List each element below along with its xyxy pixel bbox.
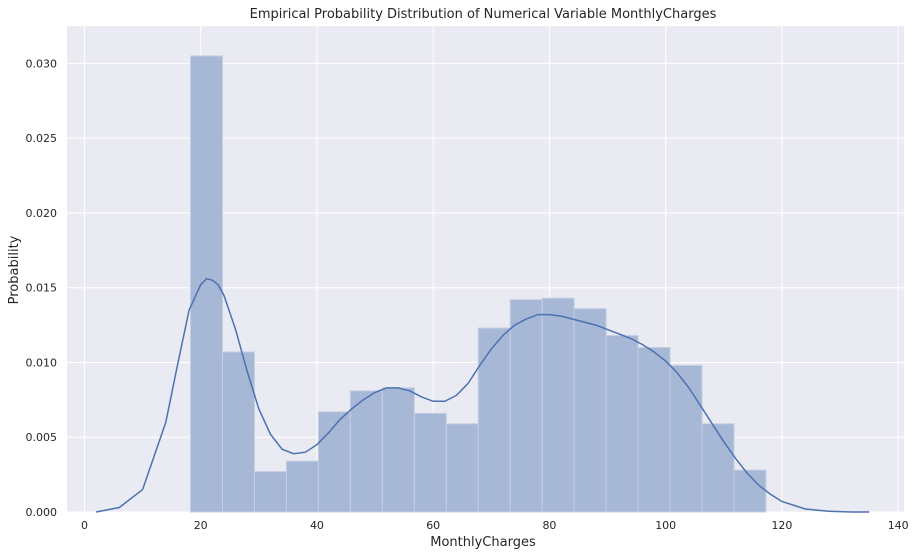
histogram-bar [637, 347, 671, 513]
y-tick-labels: 0.000 0.005 0.010 0.015 0.020 0.025 0.030 [26, 57, 58, 519]
histogram-bar [541, 297, 575, 513]
y-tick-label: 0.025 [26, 132, 58, 145]
x-tick-label: 40 [310, 519, 324, 532]
x-tick-labels: 0 20 40 60 80 100 120 140 [81, 519, 909, 532]
x-tick-label: 140 [888, 519, 909, 532]
y-tick-label: 0.030 [26, 57, 58, 70]
histogram-bar [285, 460, 319, 513]
y-tick-label: 0.015 [26, 282, 58, 295]
y-axis-label: Probability [7, 235, 22, 304]
y-tick-label: 0.010 [26, 356, 58, 369]
x-tick-label: 80 [542, 519, 556, 532]
histogram-bar [701, 423, 735, 513]
kde-curve [95, 277, 870, 513]
y-tick-label: 0.000 [26, 506, 58, 519]
histogram-bar [605, 335, 639, 513]
x-axis-label: MonthlyCharges [430, 535, 536, 550]
x-tick-label: 0 [81, 519, 88, 532]
x-tick-label: 100 [655, 519, 676, 532]
y-tick-label: 0.020 [26, 207, 58, 220]
histogram-bar [221, 351, 255, 513]
chart-title: Empirical Probability Distribution of Nu… [250, 7, 717, 22]
histogram-bar [253, 471, 287, 513]
histogram-bar [477, 327, 511, 513]
histogram-bar [669, 364, 703, 513]
x-tick-label: 120 [771, 519, 792, 532]
histogram-bar [509, 299, 543, 513]
histogram-bar [413, 412, 447, 513]
histogram-bar [573, 308, 607, 513]
histogram-bar [381, 387, 415, 513]
y-tick-label: 0.005 [26, 431, 58, 444]
x-tick-label: 20 [194, 519, 208, 532]
x-tick-label: 60 [426, 519, 440, 532]
histogram-bar [349, 390, 383, 513]
histogram-bar [445, 423, 479, 513]
